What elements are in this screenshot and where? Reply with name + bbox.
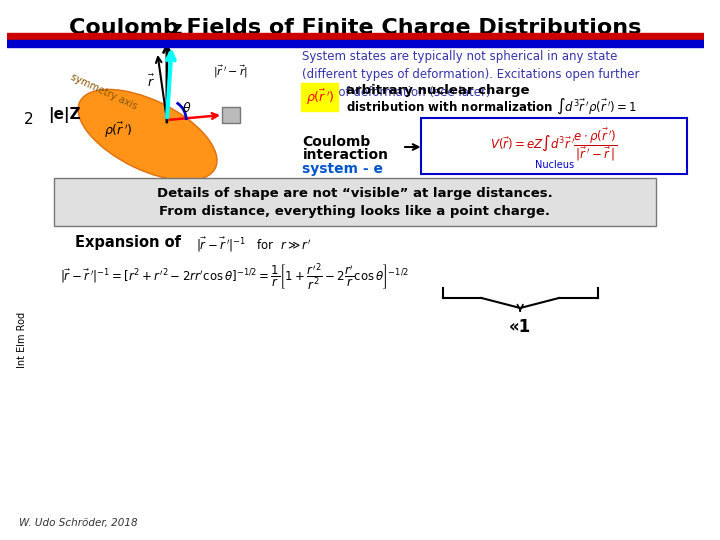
FancyBboxPatch shape [302,83,338,111]
Text: system - e: system - e [302,162,384,176]
Text: |e|Z: |e|Z [48,107,81,123]
Text: Expansion of: Expansion of [75,235,181,250]
Text: $\theta$: $\theta$ [182,101,192,115]
Text: interaction: interaction [302,148,388,162]
Text: W. Udo Schröder, 2018: W. Udo Schröder, 2018 [19,518,138,528]
Bar [7,33,704,40]
Text: Coulomb: Coulomb [302,135,371,149]
Text: $\rho(\vec{r}\,')$: $\rho(\vec{r}\,')$ [104,120,132,140]
Text: arbitrary nuclear charge: arbitrary nuclear charge [346,84,529,97]
Text: z: z [171,20,181,38]
FancyBboxPatch shape [222,107,240,123]
FancyBboxPatch shape [54,178,656,226]
Text: 2: 2 [24,112,33,127]
Text: $|\vec{r}-\vec{r}\,'|^{-1}$   for  $r \gg r'$: $|\vec{r}-\vec{r}\,'|^{-1}$ for $r \gg r… [196,236,312,254]
Text: Details of shape are not “visible” at large distances.
From distance, everything: Details of shape are not “visible” at la… [157,186,552,218]
Text: Coulomb Fields of Finite Charge Distributions: Coulomb Fields of Finite Charge Distribu… [69,18,642,38]
Text: distribution with normalization $\int d^3\vec{r}\,'\rho(\vec{r}\,')=1$: distribution with normalization $\int d^… [346,97,637,116]
Text: «1: «1 [509,318,531,336]
Text: $\rho(\vec{r}\,')$: $\rho(\vec{r}\,')$ [305,87,334,106]
Text: $V(\vec{r}) = eZ \int d^3\vec{r}\,' \dfrac{e \cdot \rho(\vec{r}\,')}{|\vec{r}\,': $V(\vec{r}) = eZ \int d^3\vec{r}\,' \dfr… [490,127,618,164]
FancyBboxPatch shape [421,118,687,174]
Text: Nucleus: Nucleus [534,160,574,170]
Bar [7,40,704,47]
Text: e: e [175,36,184,50]
Text: symmetry axis: symmetry axis [69,72,139,112]
Text: System states are typically not spherical in any state
(different types of defor: System states are typically not spherica… [302,50,640,99]
Text: $\vec{r}$: $\vec{r}$ [148,74,156,90]
Text: $|\vec{r}-\vec{r}\,'|^{-1} = [r^2+r'^2-2rr'\cos\theta]^{-1/2}= \dfrac{1}{r}\left: $|\vec{r}-\vec{r}\,'|^{-1} = [r^2+r'^2-2… [60,262,410,293]
Text: $|\vec{r}\,'-\vec{r}|$: $|\vec{r}\,'-\vec{r}|$ [213,64,248,80]
Ellipse shape [78,90,217,180]
Text: Int Elm Rod: Int Elm Rod [17,312,27,368]
